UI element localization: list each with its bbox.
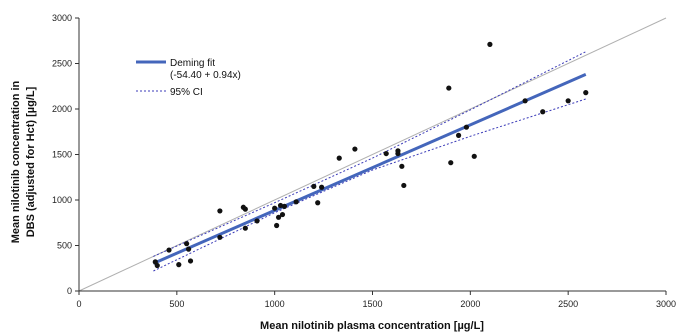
y-axis-title: Mean nilotinib concentration in DBS (adj… [10, 80, 37, 243]
data-point [217, 208, 223, 214]
y-tick-label: 1000 [52, 195, 72, 205]
data-point [399, 163, 405, 169]
y-tick-label: 0 [67, 286, 72, 296]
data-point [154, 262, 160, 269]
data-point [395, 148, 401, 154]
data-point [274, 222, 280, 229]
data-point [446, 85, 452, 91]
data-point [540, 109, 546, 115]
data-point [254, 218, 260, 224]
data-point [176, 262, 182, 268]
data-point [448, 160, 454, 166]
data-point [319, 184, 325, 190]
data-point [487, 41, 493, 47]
data-point [401, 182, 407, 189]
data-point [242, 206, 248, 212]
y-axis-title-line1: Mean nilotinib concentration in [10, 80, 22, 243]
ci-lower-line [153, 98, 586, 272]
data-point [185, 246, 192, 252]
y-tick-label: 2500 [52, 59, 72, 69]
y-tick-label: 3000 [52, 13, 72, 23]
data-point [275, 214, 282, 220]
data-point [293, 199, 299, 205]
data-point [463, 124, 470, 130]
y-tick-label: 2000 [52, 104, 72, 114]
data-point [272, 205, 278, 211]
x-tick-label: 1500 [362, 299, 382, 309]
data-point [279, 211, 286, 218]
y-axis-title-line2: DBS (adjusted for Hct) [µg/L] [25, 86, 37, 237]
x-axis-title: Mean nilotinib plasma concentration [µg/… [260, 320, 484, 332]
data-point [184, 241, 190, 247]
data-point [187, 258, 194, 264]
plot-area [78, 17, 667, 292]
x-tick-label: 2500 [558, 299, 578, 309]
data-point [352, 146, 358, 152]
data-point [383, 150, 389, 157]
data-point [565, 98, 571, 104]
deming-fit-line [152, 73, 587, 265]
data-point [311, 183, 317, 189]
data-point [281, 203, 288, 209]
data-point [336, 155, 342, 161]
x-tick-label: 1000 [265, 299, 285, 309]
legend-ci-label: 95% CI [170, 87, 203, 98]
data-point [583, 90, 589, 96]
x-tick-label: 2000 [460, 299, 480, 309]
data-point [166, 247, 172, 253]
y-tick-label: 1500 [52, 150, 72, 160]
data-point [522, 98, 528, 104]
data-point [277, 202, 284, 209]
axes: 0 500 1000 1500 2000 2500 3000 0 500 1000 1500 2000… [52, 13, 676, 309]
legend-fit-equation: (-54.40 + 0.94x) [170, 70, 241, 81]
data-point [217, 234, 223, 240]
data-point [455, 132, 462, 138]
x-tick-label: 0 [76, 299, 81, 309]
x-tick-label: 500 [169, 299, 184, 309]
x-tick-label: 3000 [656, 299, 676, 309]
legend-fit-label: Deming fit [170, 58, 215, 69]
data-point [242, 225, 248, 231]
y-tick-label: 500 [57, 241, 72, 251]
data-point [315, 200, 321, 206]
ci-upper-line [153, 51, 587, 257]
data-point [471, 153, 477, 159]
legend: Deming fit (-54.40 + 0.94x) 95% CI [136, 58, 241, 98]
